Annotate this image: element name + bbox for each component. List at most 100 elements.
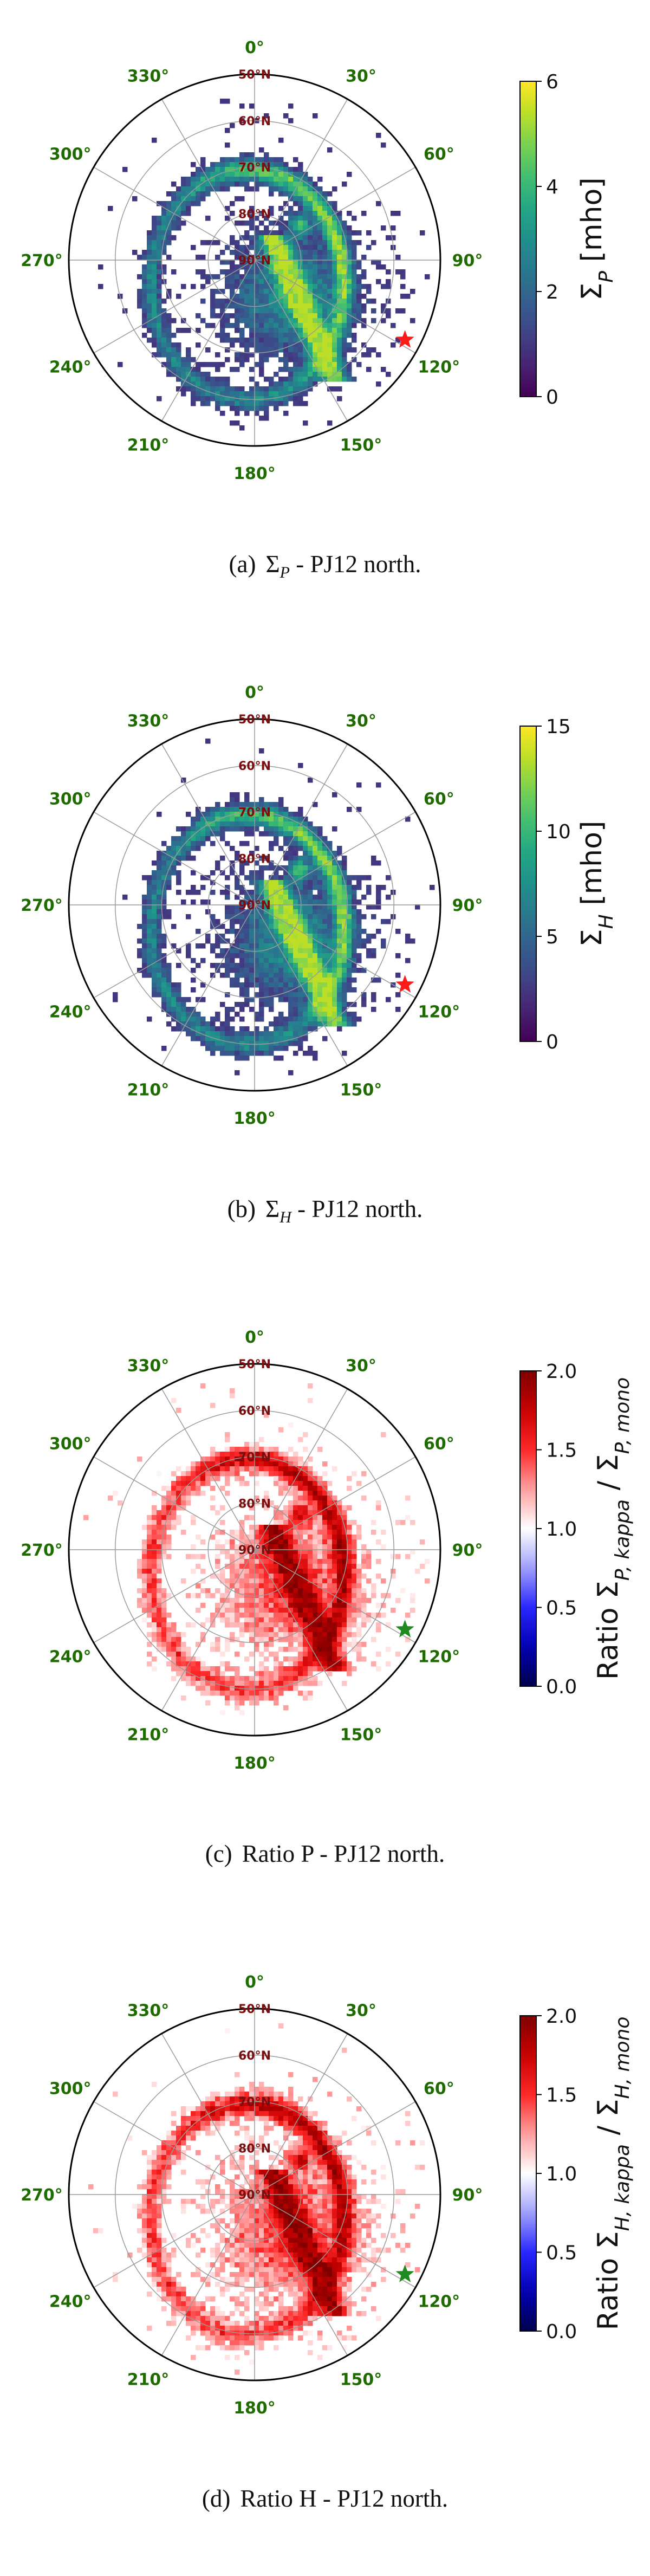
heatmap-cell bbox=[293, 895, 298, 900]
heatmap-cell bbox=[352, 323, 357, 328]
heatmap-cell bbox=[308, 357, 313, 363]
heatmap-cell bbox=[347, 968, 352, 973]
heatmap-cell bbox=[254, 982, 259, 988]
heatmap-cell bbox=[220, 1041, 225, 1046]
heatmap-cell bbox=[152, 1603, 157, 1608]
heatmap-cell bbox=[152, 939, 157, 944]
heatmap-cell bbox=[283, 1510, 289, 1516]
heatmap-cell bbox=[269, 1559, 274, 1564]
heatmap-cell bbox=[215, 865, 220, 871]
heatmap-cell bbox=[317, 333, 323, 338]
heatmap-cell bbox=[332, 1564, 337, 1569]
heatmap-cell bbox=[342, 279, 347, 284]
heatmap-cell bbox=[381, 885, 386, 890]
heatmap-cell bbox=[352, 1622, 357, 1628]
heatmap-cell bbox=[235, 352, 240, 358]
heatmap-cell bbox=[337, 1539, 342, 1545]
heatmap-cell bbox=[137, 274, 142, 280]
heatmap-cell bbox=[220, 2096, 225, 2102]
heatmap-cell bbox=[244, 939, 250, 944]
heatmap-cell bbox=[317, 318, 323, 323]
heatmap-cell bbox=[332, 342, 337, 348]
heatmap-cell bbox=[308, 1549, 313, 1555]
heatmap-cell bbox=[230, 1539, 235, 1545]
heatmap-cell bbox=[322, 924, 328, 929]
heatmap-cell bbox=[220, 362, 225, 367]
heatmap-cell bbox=[303, 250, 308, 255]
heatmap-cell bbox=[235, 792, 240, 798]
heatmap-cell bbox=[313, 347, 318, 353]
heatmap-cell bbox=[200, 1457, 206, 1462]
heatmap-cell bbox=[298, 1457, 303, 1462]
lon-label: 120° bbox=[418, 358, 460, 377]
heatmap-cell bbox=[288, 821, 294, 827]
heatmap-cell bbox=[298, 953, 303, 959]
heatmap-cell bbox=[230, 1574, 235, 1579]
heatmap-cell bbox=[254, 1588, 259, 1594]
heatmap-cell bbox=[327, 1554, 333, 1559]
heatmap-cell bbox=[176, 342, 181, 348]
heatmap-cell bbox=[274, 240, 279, 245]
heatmap-cell bbox=[264, 1535, 269, 1540]
heatmap-cell bbox=[337, 1002, 342, 1007]
heatmap-cell bbox=[157, 982, 162, 988]
heatmap-cell bbox=[215, 968, 220, 973]
heatmap-cell bbox=[278, 367, 284, 372]
heatmap-cell bbox=[288, 1466, 294, 1472]
heatmap-cell bbox=[249, 1569, 255, 1574]
heatmap-cell bbox=[327, 1632, 333, 1637]
heatmap-cell bbox=[376, 264, 381, 270]
heatmap-cell bbox=[342, 328, 347, 333]
heatmap-cell bbox=[371, 914, 376, 920]
heatmap-cell bbox=[303, 1608, 308, 1613]
heatmap-cell bbox=[161, 1520, 167, 1525]
heatmap-cell bbox=[366, 230, 372, 236]
heatmap-cell bbox=[264, 328, 269, 333]
heatmap-cell bbox=[239, 318, 245, 323]
heatmap-cell bbox=[186, 347, 191, 353]
heatmap-cell bbox=[254, 1617, 259, 1623]
heatmap-cell bbox=[269, 1544, 274, 1550]
heatmap-cell bbox=[152, 987, 157, 993]
heatmap-cell bbox=[303, 1637, 308, 1642]
heatmap-cell bbox=[269, 260, 274, 265]
heatmap-cell bbox=[278, 396, 284, 402]
heatmap-cell bbox=[254, 1564, 259, 1569]
heatmap-cell bbox=[196, 1608, 201, 1613]
heatmap-cell bbox=[283, 299, 289, 304]
heatmap-cell bbox=[254, 1539, 259, 1545]
heatmap-cell bbox=[293, 191, 298, 197]
heatmap-cell bbox=[395, 1554, 401, 1559]
heatmap-cell bbox=[137, 948, 142, 954]
heatmap-cell bbox=[205, 739, 211, 744]
heatmap-cell bbox=[371, 856, 376, 861]
heatmap-cell bbox=[322, 289, 328, 294]
heatmap-cell bbox=[327, 1496, 333, 1501]
heatmap-cell bbox=[381, 939, 386, 944]
heatmap-cell bbox=[220, 1671, 225, 1677]
heatmap-cell bbox=[274, 1700, 279, 1706]
heatmap-cell bbox=[259, 347, 264, 353]
heatmap-cell bbox=[308, 386, 313, 392]
heatmap-cell bbox=[161, 1627, 167, 1633]
heatmap-cell bbox=[259, 1564, 264, 1569]
lon-label: 90° bbox=[452, 896, 483, 915]
heatmap-cell bbox=[220, 381, 225, 387]
heatmap-cell bbox=[249, 934, 255, 939]
heatmap-cell bbox=[200, 157, 206, 163]
heatmap-cell bbox=[303, 1535, 308, 1540]
heatmap-cell bbox=[327, 924, 333, 929]
heatmap-cell bbox=[288, 924, 294, 929]
heatmap-cell bbox=[225, 1588, 230, 1594]
heatmap-cell bbox=[347, 260, 352, 265]
heatmap-cell bbox=[161, 1046, 167, 1051]
heatmap-cell bbox=[308, 821, 313, 827]
heatmap-cell bbox=[332, 978, 337, 983]
heatmap-cell bbox=[259, 289, 264, 294]
heatmap-cell bbox=[293, 1671, 298, 1677]
heatmap-cell bbox=[376, 895, 381, 900]
heatmap-cell bbox=[332, 255, 337, 260]
heatmap-cell bbox=[303, 367, 308, 372]
heatmap-cell bbox=[308, 1661, 313, 1667]
heatmap-cell bbox=[152, 284, 157, 289]
